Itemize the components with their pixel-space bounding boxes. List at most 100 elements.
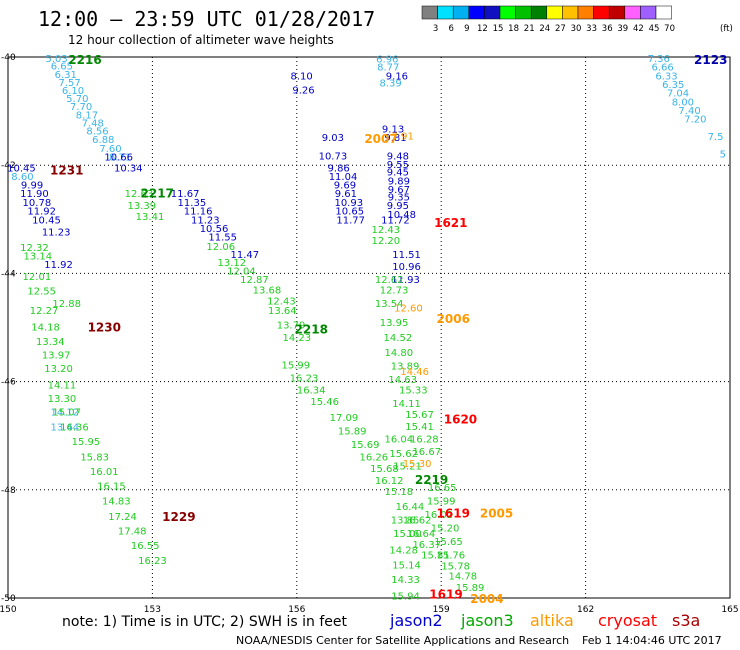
wave-height-value: 8.56	[86, 127, 108, 138]
wave-height-value: 13.54	[375, 299, 404, 310]
wave-height-value: 16.15	[97, 481, 126, 492]
legend-value: 15	[493, 24, 504, 34]
wave-height-value: 11.92	[44, 260, 73, 271]
wave-height-value: 13.39	[127, 201, 156, 212]
wave-height-value: 12.06	[206, 242, 235, 253]
wave-height-value: 10.45	[7, 163, 36, 174]
wave-height-value: 15.65	[434, 537, 463, 548]
legend-swatch	[608, 5, 626, 20]
wave-height-value: 10.73	[319, 151, 348, 162]
legend-value: 27	[555, 24, 566, 34]
legend-swatch	[530, 5, 548, 20]
mission-jason3: jason3	[460, 611, 514, 630]
wave-height-value: 9.55	[387, 160, 409, 171]
wave-height-value: 10.45	[32, 215, 61, 226]
wave-height-value: 11.93	[391, 275, 420, 286]
wave-height-value: 9.95	[387, 201, 409, 212]
pass-number-label: 2005	[480, 507, 513, 521]
y-tick-label: -50	[1, 594, 16, 604]
wave-height-value: 6.35	[662, 80, 684, 91]
wave-height-value: 12.55	[27, 287, 56, 298]
wave-height-value: 15.21	[393, 461, 422, 472]
x-tick-label: 165	[721, 605, 738, 615]
x-tick-label: 153	[144, 605, 161, 615]
legend-swatch	[593, 5, 610, 20]
wave-height-value: 14.63	[388, 375, 417, 386]
wave-height-value: 7.5	[708, 132, 724, 143]
wave-height-value: 6.31	[55, 70, 77, 81]
legend-value: 39	[617, 24, 628, 34]
wave-height-value: 13.68	[253, 286, 282, 297]
plot-frame	[7, 56, 731, 599]
wave-height-value: 15.30	[403, 459, 432, 470]
wave-height-value: 16.04	[385, 434, 414, 445]
wave-height-value: 14.28	[389, 545, 418, 556]
x-tick-label: 156	[288, 605, 305, 615]
wave-height-value: 13.44	[50, 423, 79, 434]
wave-height-value: 9.89	[388, 176, 410, 187]
y-tick-label: -44	[1, 269, 16, 279]
wave-height-value: 6.96	[376, 55, 398, 66]
pass-number-label: 2123	[694, 53, 727, 67]
wave-height-value: 11.16	[184, 207, 213, 218]
wave-height-value: 11.67	[171, 189, 200, 200]
footer-note: note: 1) Time is in UTC; 2) SWH is in fe…	[62, 614, 348, 630]
y-tick-label: -48	[1, 486, 16, 496]
wave-height-value: 11.90	[20, 189, 49, 200]
wave-height-value: 13.12	[217, 258, 246, 269]
wave-height-value: 14.18	[31, 322, 60, 333]
wave-height-value: 11.04	[329, 172, 358, 183]
wave-height-value: 16.26	[359, 452, 388, 463]
pass-number-label: 2007	[364, 132, 397, 146]
wave-height-value: 12.62	[375, 275, 404, 286]
pass-number-label: 2217	[141, 186, 174, 200]
wave-height-value: 15.69	[351, 440, 380, 451]
wave-height-value: 9.81	[384, 133, 406, 144]
wave-height-value: 15.20	[431, 524, 460, 535]
wave-height-value: 15.99	[282, 360, 311, 371]
wave-height-value: 9.03	[322, 133, 344, 144]
wave-height-value: 8.10	[290, 71, 312, 82]
legend-value: 6	[448, 24, 453, 34]
wave-height-value: 8.60	[11, 172, 33, 183]
wave-height-value: 6.65	[51, 62, 73, 73]
wave-height-value: 14.11	[392, 399, 421, 410]
legend-swatch	[437, 5, 454, 20]
wave-height-value: 16.64	[407, 529, 436, 540]
wave-height-value: 15.89	[338, 426, 367, 437]
legend-value: 18	[508, 24, 519, 34]
wave-height-value: 11.72	[381, 215, 410, 226]
wave-height-value: 9.99	[21, 181, 43, 192]
wave-height-value: 9.48	[387, 151, 409, 162]
wave-height-value: 15.95	[72, 437, 101, 448]
pass-number-label: 1621	[434, 216, 467, 230]
wave-height-value: 16.01	[90, 467, 119, 478]
wave-height-value: 16.23	[138, 556, 167, 567]
wave-height-value: 9.61	[335, 189, 357, 200]
wave-height-value: 14.80	[385, 348, 414, 359]
x-tick-label: 150	[0, 605, 17, 615]
wave-height-value: 17.09	[330, 413, 359, 424]
wave-height-value: 12.04	[227, 267, 256, 278]
wave-height-value: 7.04	[667, 89, 689, 100]
wave-height-value: 7.91	[392, 131, 414, 142]
legend-value: 45	[649, 24, 660, 34]
wave-height-value: 17.48	[118, 526, 147, 537]
wave-height-value: 13.14	[24, 252, 53, 263]
legend-value: 42	[633, 24, 644, 34]
wave-height-value: 7.57	[58, 78, 80, 89]
wave-height-value: 16.23	[290, 373, 319, 384]
wave-height-value: 15.14	[392, 560, 421, 571]
wave-height-value: 16.62	[403, 516, 432, 527]
wave-height-value: 16.67	[412, 447, 441, 458]
wave-height-value: 8.71	[109, 153, 131, 164]
wave-height-value: 9.45	[387, 168, 409, 179]
wave-height-value: 14.46	[400, 367, 429, 378]
wave-height-value: 15.83	[80, 452, 109, 463]
wave-height-value: 12.32	[20, 243, 49, 254]
wave-height-value: 13.20	[44, 364, 73, 375]
pass-number-label: 1231	[50, 164, 83, 178]
legend-swatch	[484, 5, 501, 20]
mission-s3a: s3a	[672, 611, 700, 630]
wave-height-value: 11.47	[230, 250, 259, 261]
